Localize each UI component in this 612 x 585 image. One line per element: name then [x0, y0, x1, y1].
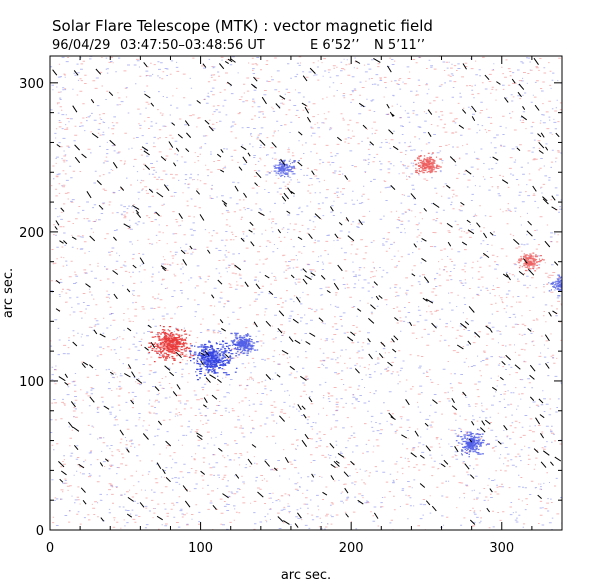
- x-tick-label: 300: [489, 541, 514, 556]
- x-tick-label: 100: [188, 541, 213, 556]
- blob-positive-1: [414, 152, 442, 175]
- blob-negative-1: [228, 332, 259, 356]
- subtitle-position-ns: N 5’11’’: [374, 38, 425, 53]
- blob-negative-2: [455, 428, 490, 458]
- x-tick-label: 0: [46, 541, 54, 556]
- blob-negative-4: [548, 274, 562, 297]
- x-axis-label: arc sec.: [281, 568, 331, 583]
- blob-negative-3: [268, 159, 300, 178]
- axes: 0 100 200 300 0 100 200 300: [19, 56, 563, 556]
- y-tick-label: 0: [36, 524, 44, 539]
- x-tick-label: 200: [339, 541, 364, 556]
- y-axis-label: arc sec.: [1, 268, 16, 318]
- plot-frame: [49, 55, 563, 531]
- subtitle-time-range: 03:47:50–03:48:56 UT: [120, 38, 265, 53]
- transverse-field-vectors: [52, 57, 562, 528]
- chart-title: Solar Flare Telescope (MTK) : vector mag…: [52, 17, 433, 35]
- blob-negative-0: [188, 340, 238, 381]
- subtitle-date: 96/04/29: [52, 38, 110, 53]
- blob-positive-0: [140, 325, 195, 365]
- field-concentrations: [140, 152, 562, 458]
- blob-positive-2: [518, 252, 545, 275]
- negative-noise: [50, 56, 562, 530]
- subtitle-position-ew: E 6’52’’: [310, 38, 360, 53]
- y-tick-label: 300: [19, 77, 44, 92]
- y-tick-label: 100: [19, 375, 44, 390]
- y-tick-label: 200: [19, 226, 44, 241]
- vector-dashes: [52, 57, 562, 528]
- plot-background: [50, 56, 562, 530]
